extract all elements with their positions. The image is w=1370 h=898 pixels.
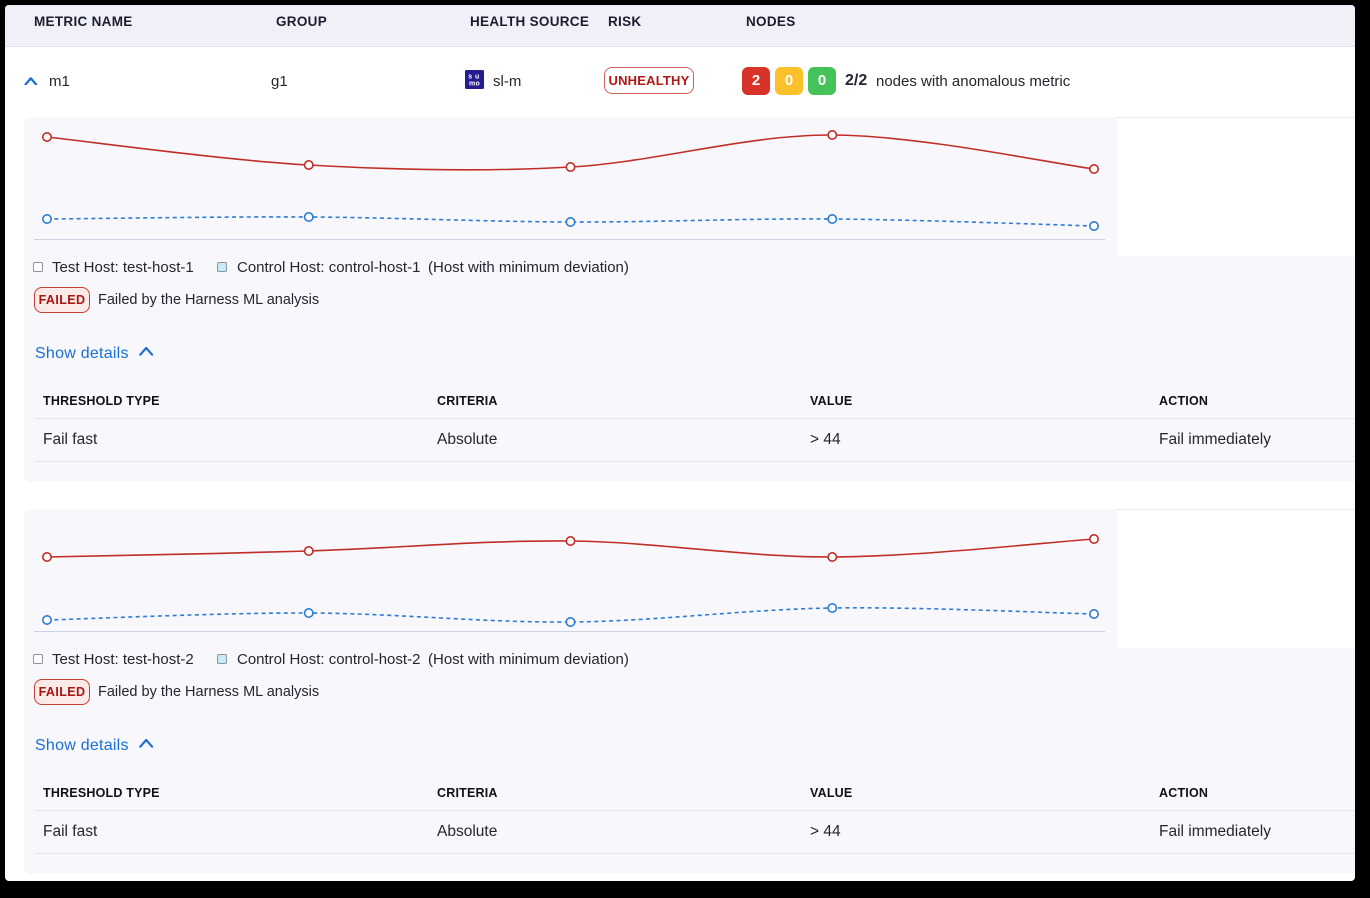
svg-text:u: u [475,73,479,80]
svg-text:mo: mo [469,80,480,87]
svg-text:s: s [468,73,472,80]
